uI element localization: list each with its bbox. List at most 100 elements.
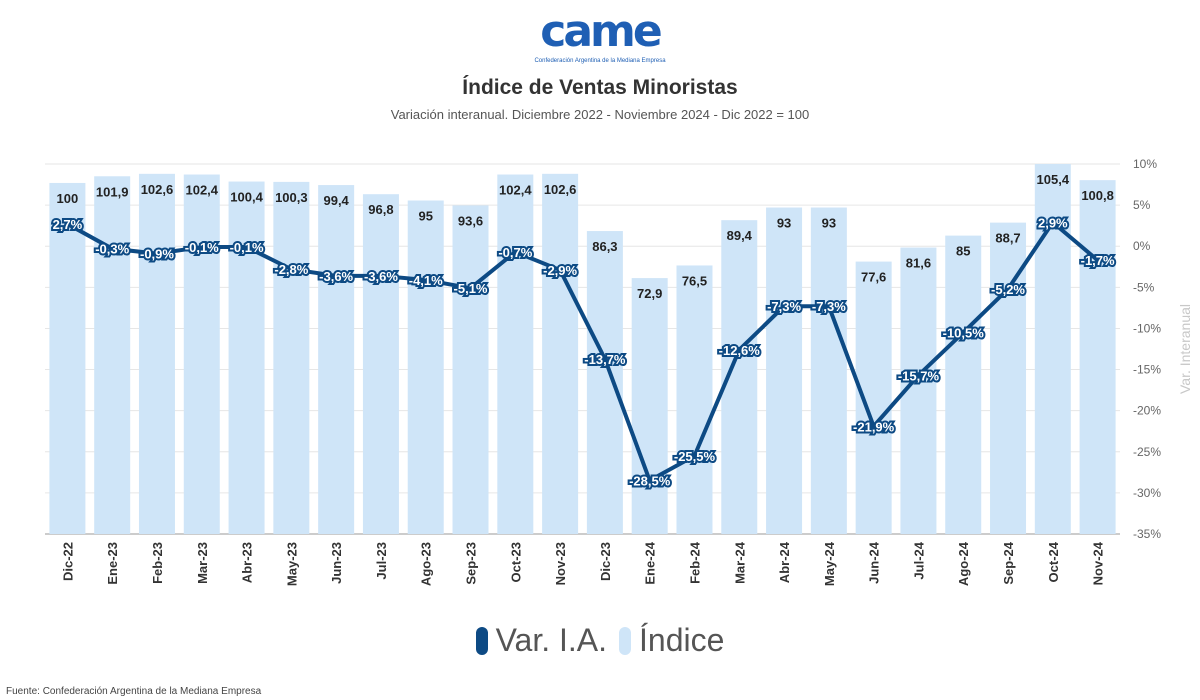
line-value-label: -0,9% [140, 247, 174, 262]
line-value-label: -7,3% [767, 299, 801, 314]
line-point [243, 244, 250, 251]
line-point [109, 245, 116, 252]
line-value-label: -10,5% [943, 326, 985, 341]
bar [362, 194, 399, 534]
bar-value-label: 93 [822, 216, 836, 231]
line-value-label: -12,6% [719, 343, 761, 358]
line-point [333, 272, 340, 279]
line-value-label: -0,7% [498, 245, 532, 260]
bar-value-label: 100,3 [275, 190, 308, 205]
line-value-label: -1,7% [1081, 253, 1115, 268]
y-tick-label: -5% [1133, 280, 1155, 294]
bar [94, 176, 131, 534]
bar-value-label: 100,8 [1081, 188, 1114, 203]
bar [676, 265, 713, 534]
line-point [736, 346, 743, 353]
bar [586, 231, 623, 535]
bar-value-label: 81,6 [906, 256, 931, 271]
x-tick-label: Ene-24 [643, 541, 658, 584]
bar [945, 235, 982, 534]
line-point [1005, 285, 1012, 292]
source-note: Fuente: Confederación Argentina de la Me… [6, 686, 262, 697]
line-value-label: -4,1% [409, 273, 443, 288]
line-value-label: -15,7% [898, 368, 940, 383]
legend-label-line: Var. I.A. [495, 622, 608, 658]
chart-legend: Var. I.A. Índice [0, 622, 1200, 659]
bar [407, 200, 444, 534]
line-point [64, 221, 71, 228]
line-point [870, 423, 877, 430]
line-point [1049, 219, 1056, 226]
line-value-label: -3,6% [364, 269, 398, 284]
line-point [288, 266, 295, 273]
x-tick-label: Jun-24 [867, 541, 882, 584]
y-tick-label: -15% [1133, 363, 1161, 377]
x-tick-label: Dic-22 [60, 542, 75, 581]
line-point [198, 244, 205, 251]
x-tick-label: Sep-24 [1001, 541, 1016, 584]
line-value-label: -21,9% [853, 419, 895, 434]
bar-value-label: 102,6 [141, 182, 174, 197]
line-value-label: -0,1% [185, 240, 219, 255]
line-value-label: 2,9% [1038, 215, 1068, 230]
y-tick-label: -35% [1133, 527, 1161, 541]
y-axis-title: Var. Interanual [1177, 304, 1193, 394]
x-tick-label: Ene-23 [105, 542, 120, 585]
x-tick-label: Dic-23 [598, 542, 613, 581]
x-tick-label: Ago-24 [956, 541, 971, 586]
bar [631, 278, 668, 534]
y-tick-label: -20% [1133, 404, 1161, 418]
line-value-label: -25,5% [674, 449, 716, 464]
line-series-path [66, 220, 1099, 483]
x-tick-label: Nov-23 [553, 542, 568, 585]
bar [1079, 180, 1116, 534]
line-point [557, 267, 564, 274]
bar [542, 173, 579, 534]
line-value-label: 2,7% [53, 217, 83, 232]
x-tick-label: Jun-23 [329, 542, 344, 584]
bar [138, 173, 175, 534]
y-tick-label: 0% [1133, 239, 1151, 253]
line-value-label: -3,6% [319, 269, 353, 284]
bar-value-label: 100,4 [230, 190, 263, 205]
bar [766, 207, 803, 534]
line-point [646, 477, 653, 484]
line-value-label: -28,5% [629, 474, 671, 489]
bar [183, 174, 220, 534]
line-point [467, 285, 474, 292]
bar-value-label: 99,4 [323, 193, 349, 208]
line-point [691, 452, 698, 459]
bar-value-label: 76,5 [682, 273, 707, 288]
line-point [960, 329, 967, 336]
came-logo: came Confederación Argentina de la Media… [520, 8, 680, 70]
line-value-label: -5,1% [454, 281, 488, 296]
x-tick-label: Mar-24 [732, 541, 747, 584]
bar-value-label: 102,6 [544, 182, 577, 197]
bar-value-label: 96,8 [368, 202, 393, 217]
x-tick-label: Abr-24 [777, 541, 792, 583]
y-tick-label: -30% [1133, 486, 1161, 500]
legend-item-line[interactable]: Var. I.A. [475, 622, 608, 659]
line-point [422, 276, 429, 283]
bar-value-label: 93,6 [458, 213, 483, 228]
bar-value-label: 88,7 [995, 231, 1020, 246]
y-tick-label: -10% [1133, 321, 1161, 335]
line-point [601, 355, 608, 362]
line-point [1094, 257, 1101, 264]
bar [228, 181, 265, 534]
bar [810, 207, 847, 534]
bar-value-label: 105,4 [1037, 172, 1070, 187]
line-value-label: -0,3% [95, 242, 129, 257]
x-tick-label: Ago-23 [419, 542, 434, 586]
legend-item-bar[interactable]: Índice [619, 622, 724, 659]
bar-value-label: 86,3 [592, 239, 617, 254]
bar-value-label: 95 [418, 209, 432, 224]
line-value-label: -0,1% [230, 240, 264, 255]
line-value-label: -13,7% [584, 352, 626, 367]
x-tick-label: Abr-23 [240, 542, 255, 583]
x-tick-label: May-24 [822, 541, 837, 586]
x-tick-label: Nov-24 [1091, 541, 1106, 585]
line-point [377, 272, 384, 279]
bar [318, 185, 355, 534]
